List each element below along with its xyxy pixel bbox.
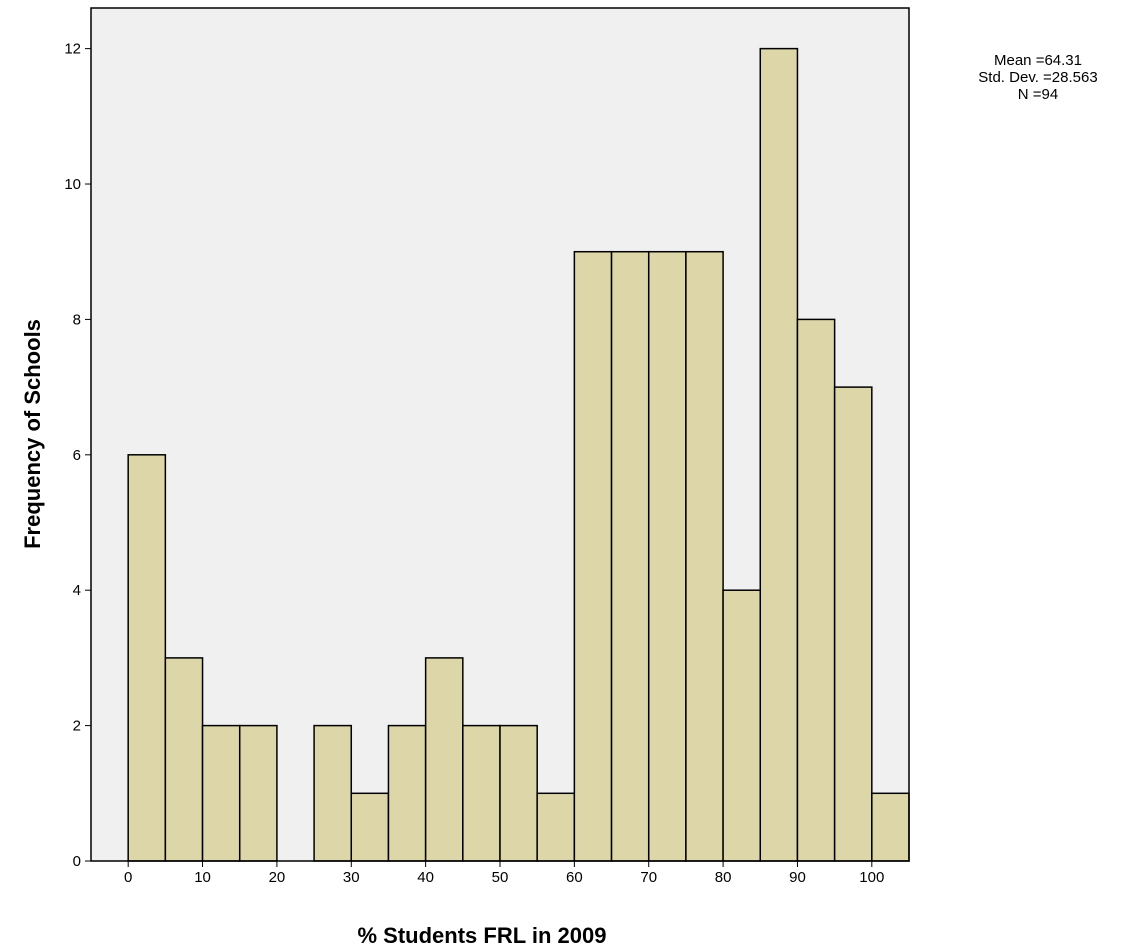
histogram-bar <box>536 792 576 862</box>
y-tick-label: 6 <box>73 447 81 464</box>
histogram-bar <box>833 386 873 862</box>
histogram-bar <box>387 724 427 862</box>
x-tick-label: 90 <box>789 869 806 886</box>
y-tick-label: 12 <box>64 41 81 58</box>
x-tick-label: 40 <box>417 869 434 886</box>
y-tick-label: 10 <box>64 176 81 193</box>
y-tick-label: 0 <box>73 853 81 870</box>
histogram-bar <box>759 47 799 862</box>
histogram-bar <box>796 318 836 862</box>
histogram-bar <box>573 250 613 862</box>
histogram-bar <box>164 657 204 862</box>
histogram-bar <box>499 724 538 862</box>
x-tick-label: 10 <box>194 869 211 886</box>
x-tick-label: 100 <box>859 869 884 886</box>
histogram-bar <box>610 250 650 862</box>
histogram-bar <box>238 724 278 862</box>
y-ticks-group: 0 2 4 6 8 10 12 <box>64 41 91 870</box>
x-tick-label: 70 <box>640 869 657 886</box>
y-tick-label: 2 <box>73 718 81 735</box>
x-ticks-group: 0 10 20 30 40 50 60 70 80 90 100 <box>124 861 884 886</box>
bars-group <box>127 47 910 862</box>
y-tick-label: 8 <box>73 311 81 328</box>
histogram-bar <box>871 792 910 862</box>
x-tick-label: 60 <box>566 869 583 886</box>
histogram-bar <box>722 589 762 862</box>
histogram-bar <box>462 724 501 862</box>
x-tick-label: 20 <box>269 869 286 886</box>
histogram-bar <box>685 250 724 862</box>
stat-std-dev: Std. Dev. =28.563 <box>978 69 1097 86</box>
histogram-bar <box>313 724 353 862</box>
x-tick-label: 80 <box>715 869 732 886</box>
statistics-box: Mean =64.31 Std. Dev. =28.563 N =94 <box>978 52 1097 103</box>
histogram-bar <box>127 454 167 862</box>
x-tick-label: 0 <box>124 869 132 886</box>
histogram-bar <box>647 250 687 862</box>
stat-n: N =94 <box>1018 86 1058 103</box>
x-tick-label: 30 <box>343 869 360 886</box>
x-tick-label: 50 <box>492 869 509 886</box>
histogram-bar <box>350 792 390 862</box>
y-axis-title: Frequency of Schools <box>20 319 45 549</box>
x-axis-title: % Students FRL in 2009 <box>358 923 607 948</box>
stat-mean: Mean =64.31 <box>994 52 1082 69</box>
y-tick-label: 4 <box>73 582 81 599</box>
histogram-bar <box>424 657 464 862</box>
histogram-bar <box>201 724 241 862</box>
